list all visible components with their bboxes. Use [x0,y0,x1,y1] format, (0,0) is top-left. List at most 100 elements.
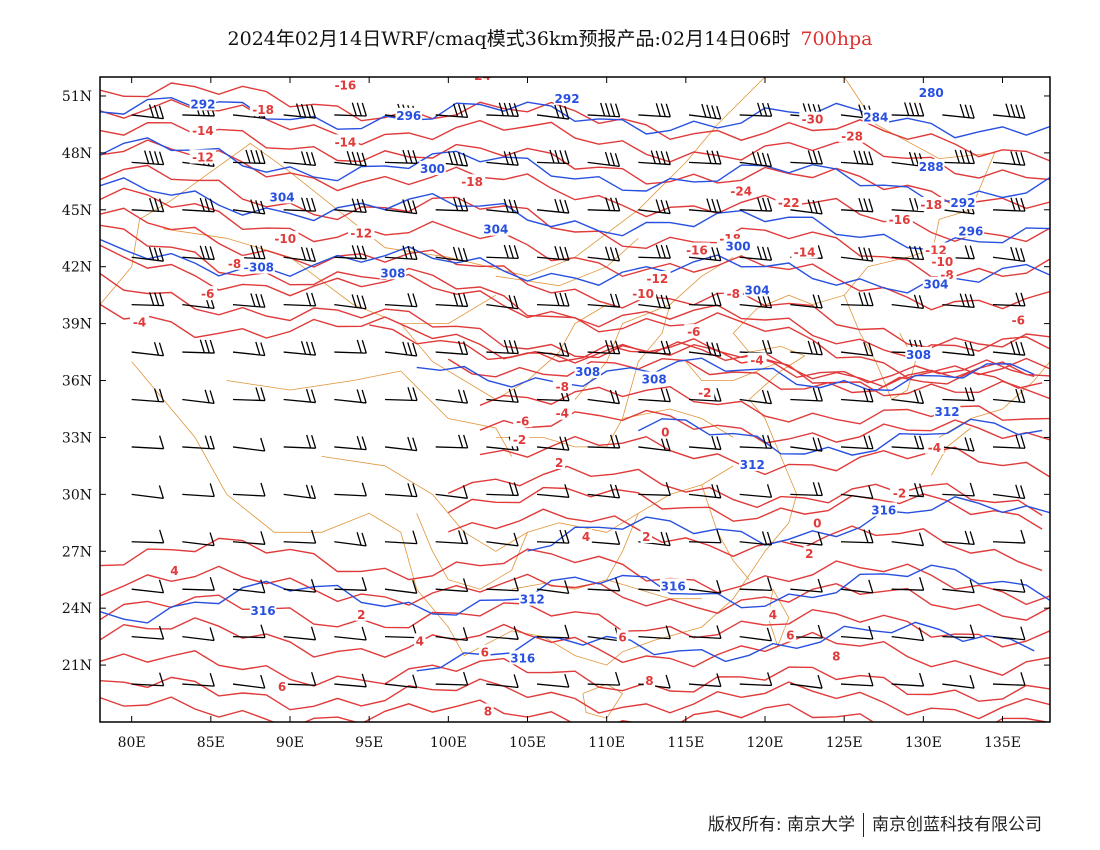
wind-barb [790,531,823,546]
wind-barb [840,292,874,307]
wind-barb [587,577,621,592]
wind-barb [384,293,418,308]
x-tick-label: 110E [588,735,625,751]
wind-barb [942,341,975,357]
height-label: 312 [740,458,765,472]
wind-barb [942,149,975,165]
height-contours [100,96,1050,672]
wind-barb [435,340,469,356]
temperature-label: 0 [813,517,821,531]
wind-barb [891,627,925,642]
wind-barb [131,104,165,120]
wind-barb [232,624,266,639]
temperature-label: 2 [642,530,650,544]
temperature-labels: -16-14-18-12-14-24-18-30-28-24-22 -18-16-… [130,69,1028,719]
wind-barb [739,672,773,687]
temperature-label: -24 [469,69,491,83]
height-label: 300 [726,240,751,254]
temperature-label: -12 [192,151,214,165]
wind-barb [232,387,266,402]
wind-barb [486,482,519,497]
temperature-isotherm [100,121,1050,210]
wind-barb [739,246,773,261]
boundary-line [701,484,750,580]
wind-barb [638,294,671,310]
y-tick-label: 36N [62,374,92,390]
wind-barb [587,151,621,168]
wind-barb [334,102,367,117]
wind-barb [992,484,1026,500]
temperature-label: -4 [133,316,146,330]
x-tick-label: 135E [984,735,1021,751]
wind-barb [435,578,469,593]
temperature-isotherm [100,565,1050,621]
wind-barb [638,388,671,403]
wind-barb [790,578,823,593]
x-tick-label: 130E [905,735,942,751]
height-label: 304 [745,283,770,297]
wind-barb [891,435,925,450]
wind-barb [587,293,621,308]
wind-barb [739,151,773,168]
wind-barb [587,434,621,449]
height-contour [100,564,1050,624]
wind-barb [131,292,165,307]
x-tick-label: 120E [747,735,784,751]
wind-barb [942,437,975,452]
title-text: 2024年02月14日WRF/cmaq模式36km预报产品:02月14日06时 [227,28,791,50]
temperature-label: -14 [794,245,816,259]
wind-barb [182,197,215,213]
wind-barb [992,626,1026,641]
wind-barb [536,198,570,214]
wind-barb [384,199,418,215]
height-label: 288 [919,160,944,174]
wind-barb [992,529,1026,544]
pressure-level: 700hpa [800,28,873,50]
wind-barb [536,342,570,357]
wind-barb [992,434,1026,449]
temperature-label: -6 [516,414,529,428]
temperature-isotherm [447,486,1043,530]
wind-barb [384,149,418,164]
y-tick-label: 24N [62,601,92,617]
height-label: 316 [251,604,276,618]
temperature-label: -28 [841,130,863,144]
y-tick-label: 39N [62,317,92,333]
wind-barb [182,483,215,498]
temperature-label: -16 [686,244,708,258]
temperature-isotherm [100,82,1050,162]
wind-barb [232,579,266,594]
wind-barb [790,199,823,215]
wind-barb [283,197,317,212]
wind-barb [739,484,773,498]
y-tick-label: 42N [62,260,92,276]
temperature-label: 6 [278,680,286,694]
wind-barb [182,245,215,261]
temperature-label: 0 [661,426,669,440]
temperature-label: -10 [931,255,953,269]
wind-barb [790,482,823,497]
wind-barb [131,388,165,403]
wind-barb [840,435,874,450]
wind-barb [486,151,519,166]
y-tick-label: 30N [62,487,92,503]
boundary-line [495,408,734,448]
wind-barb [942,482,975,497]
wind-barb [283,388,317,404]
temperature-label: -14 [335,135,357,149]
wind-barb [334,435,367,451]
wind-barb [942,293,975,309]
wind-barb [942,530,975,546]
wind-barb [891,294,925,309]
height-label: 308 [642,373,667,387]
wind-barb [131,435,165,450]
wind-barb [688,625,722,640]
temperature-label: -6 [687,325,700,339]
height-label: 304 [483,223,508,237]
wind-barb [790,294,823,309]
temperature-label: -12 [350,226,372,240]
wind-barb [384,341,418,357]
temperature-label: -10 [632,287,654,301]
wind-barb [384,624,418,639]
boundary-line [685,361,781,381]
